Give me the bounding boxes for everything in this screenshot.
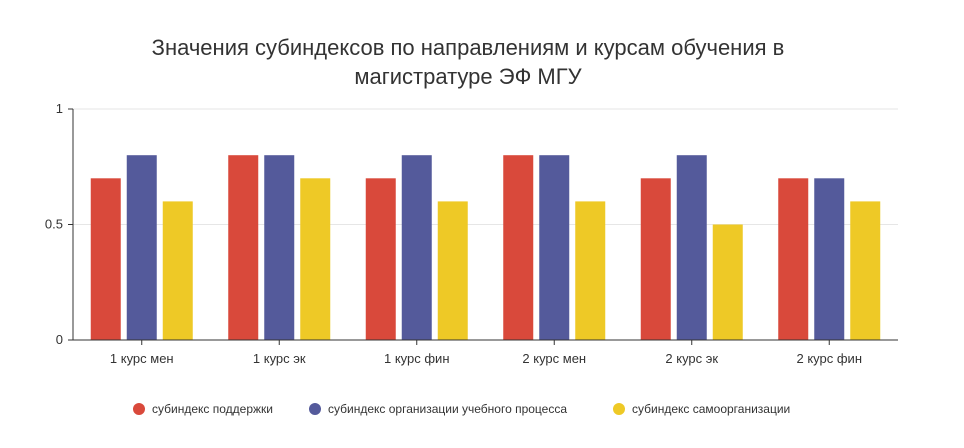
legend-label[interactable]: субиндекс самоорганизации bbox=[632, 402, 790, 416]
legend-marker bbox=[613, 403, 625, 415]
bar[interactable] bbox=[401, 155, 432, 340]
grid-lines bbox=[73, 108, 898, 225]
x-tick-label: 1 курс эк bbox=[253, 351, 306, 366]
chart-title-line-1: Значения субиндексов по направлениям и к… bbox=[152, 35, 785, 60]
bar[interactable] bbox=[575, 201, 606, 340]
x-tick-label: 2 курс мен bbox=[522, 351, 586, 366]
legend-marker bbox=[133, 403, 145, 415]
y-tick-label: 0 bbox=[56, 332, 63, 347]
legend-marker bbox=[309, 403, 321, 415]
x-tick-label: 1 курс мен bbox=[110, 351, 174, 366]
x-tick-label: 2 курс эк bbox=[665, 351, 718, 366]
bar[interactable] bbox=[228, 155, 259, 340]
y-tick-label: 1 bbox=[56, 101, 63, 116]
bars bbox=[90, 155, 881, 341]
bar[interactable] bbox=[814, 178, 845, 340]
bar[interactable] bbox=[437, 201, 468, 340]
y-tick-label: 0.5 bbox=[45, 217, 63, 232]
bar[interactable] bbox=[640, 178, 671, 340]
bar[interactable] bbox=[162, 201, 193, 340]
bar[interactable] bbox=[264, 155, 295, 340]
bar[interactable] bbox=[300, 178, 331, 340]
bar[interactable] bbox=[778, 178, 809, 340]
bar[interactable] bbox=[503, 155, 534, 340]
bar[interactable] bbox=[850, 201, 881, 340]
bar[interactable] bbox=[365, 178, 396, 340]
x-tick-label: 2 курс фин bbox=[796, 351, 862, 366]
bar[interactable] bbox=[90, 178, 121, 340]
bar[interactable] bbox=[126, 155, 157, 340]
bar[interactable] bbox=[676, 155, 707, 340]
chart-title-line-2: магистратуре ЭФ МГУ bbox=[354, 64, 582, 89]
legend-label[interactable]: субиндекс поддержки bbox=[152, 402, 273, 416]
axes: 0 0.5 1 1 курс мен 1 курс эк 1 курс фин 2 курс… bbox=[45, 101, 898, 366]
legend: субиндекс поддержки субиндекс организации… bbox=[133, 402, 790, 416]
bar[interactable] bbox=[712, 224, 743, 341]
bar[interactable] bbox=[539, 155, 570, 340]
legend-label[interactable]: субиндекс организации учебного процесса bbox=[328, 402, 567, 416]
x-tick-label: 1 курс фин bbox=[384, 351, 450, 366]
